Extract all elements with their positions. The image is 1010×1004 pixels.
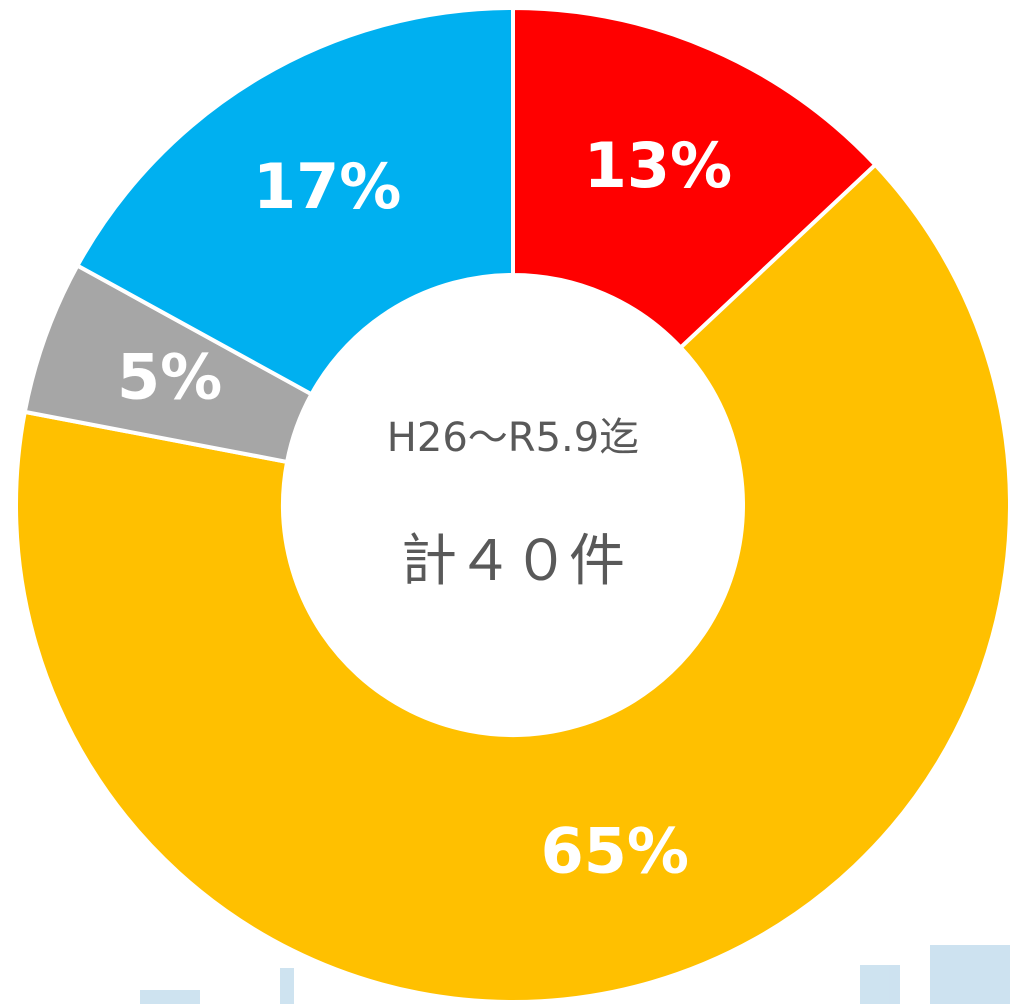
slice-label: 65% [541, 815, 689, 888]
slice-label: 13% [584, 129, 732, 202]
center-period: H26～R5.9迄 [387, 415, 639, 461]
donut [16, 8, 1010, 1002]
page: {"chart_data": {"type": "donut", "catego… [0, 0, 1010, 1004]
center-total: 計４０件 [401, 529, 625, 594]
chart: H26～R5.9迄 計４０件 13% 65% 5% 17% [0, 0, 1010, 1004]
slice-label: 5% [117, 340, 222, 413]
slice-label: 17% [253, 150, 401, 223]
